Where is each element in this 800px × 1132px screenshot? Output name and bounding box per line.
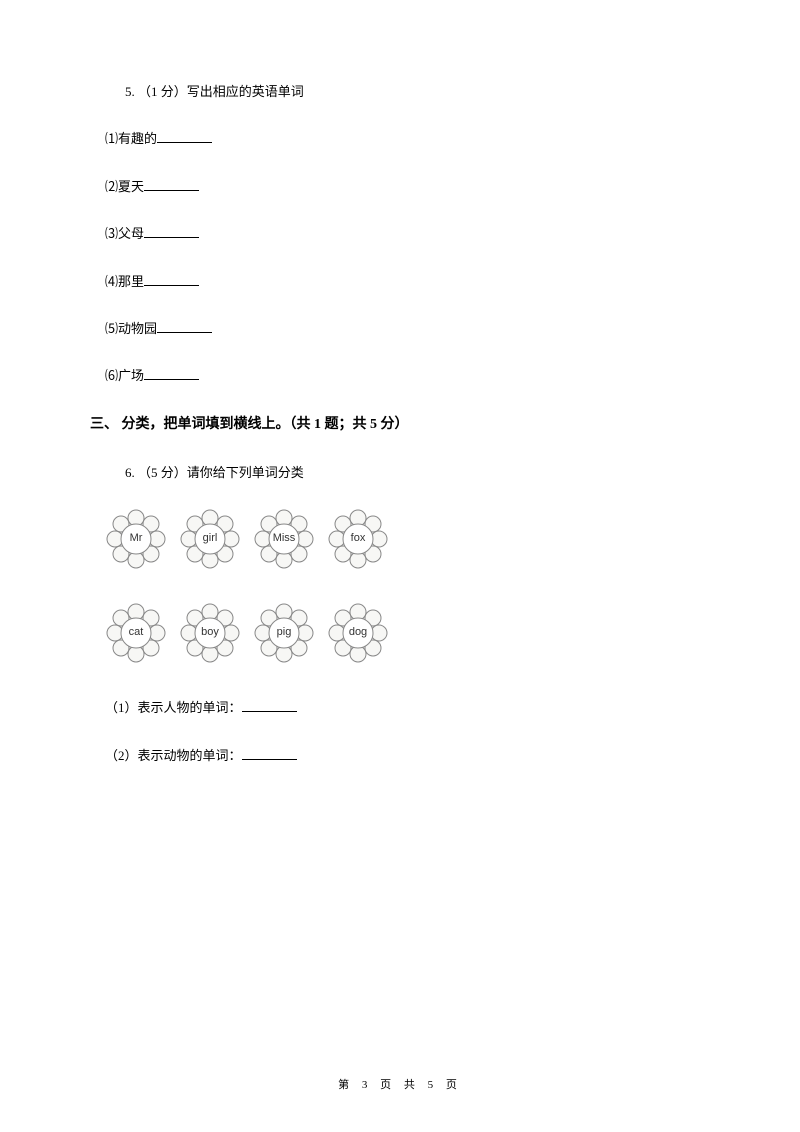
q6-answer-2: （2）表示动物的单词： [105, 744, 710, 767]
page-content: 5. （1 分）写出相应的英语单词 ⑴有趣的 ⑵夏天 ⑶父母 ⑷那里 ⑸动物园 … [90, 80, 710, 767]
flower-miss: Miss [253, 508, 315, 570]
blank-input[interactable] [144, 224, 199, 238]
page-footer: 第 3 页 共 5 页 [0, 1076, 800, 1092]
flower-dog: dog [327, 602, 389, 664]
flower-label: Miss [273, 529, 296, 549]
flower-boy: boy [179, 602, 241, 664]
flower-fox: fox [327, 508, 389, 570]
flower-label: pig [277, 623, 292, 643]
flower-mr: Mr [105, 508, 167, 570]
flower-label: Mr [130, 529, 143, 549]
section-3-title: 三、 分类，把单词填到横线上。（共 1 题；共 5 分） [90, 412, 710, 437]
blank-input[interactable] [144, 177, 199, 191]
blank-input[interactable] [144, 366, 199, 380]
blank-input[interactable] [144, 272, 199, 286]
flower-cat: cat [105, 602, 167, 664]
flower-label: boy [201, 623, 219, 643]
q6-header: 6. （5 分）请你给下列单词分类 [125, 461, 710, 484]
flower-girl: girl [179, 508, 241, 570]
flower-pig: pig [253, 602, 315, 664]
q5-item-3: ⑶父母 [105, 222, 710, 245]
q5-item-2: ⑵夏天 [105, 175, 710, 198]
q5-header: 5. （1 分）写出相应的英语单词 [125, 80, 710, 103]
blank-input[interactable] [157, 129, 212, 143]
q5-item-5: ⑸动物园 [105, 317, 710, 340]
flower-label: girl [203, 529, 218, 549]
q6-answer-1: （1）表示人物的单词： [105, 696, 710, 719]
q5-item-4: ⑷那里 [105, 270, 710, 293]
flower-label: fox [351, 529, 366, 549]
q5-item-1: ⑴有趣的 [105, 127, 710, 150]
blank-input[interactable] [157, 319, 212, 333]
flower-row-2: cat boy pig [105, 602, 710, 664]
flower-row-1: Mr girl Miss [105, 508, 710, 570]
flower-label: cat [129, 623, 144, 643]
blank-input[interactable] [242, 746, 297, 760]
q5-item-6: ⑹广场 [105, 364, 710, 387]
flower-label: dog [349, 623, 367, 643]
blank-input[interactable] [242, 698, 297, 712]
